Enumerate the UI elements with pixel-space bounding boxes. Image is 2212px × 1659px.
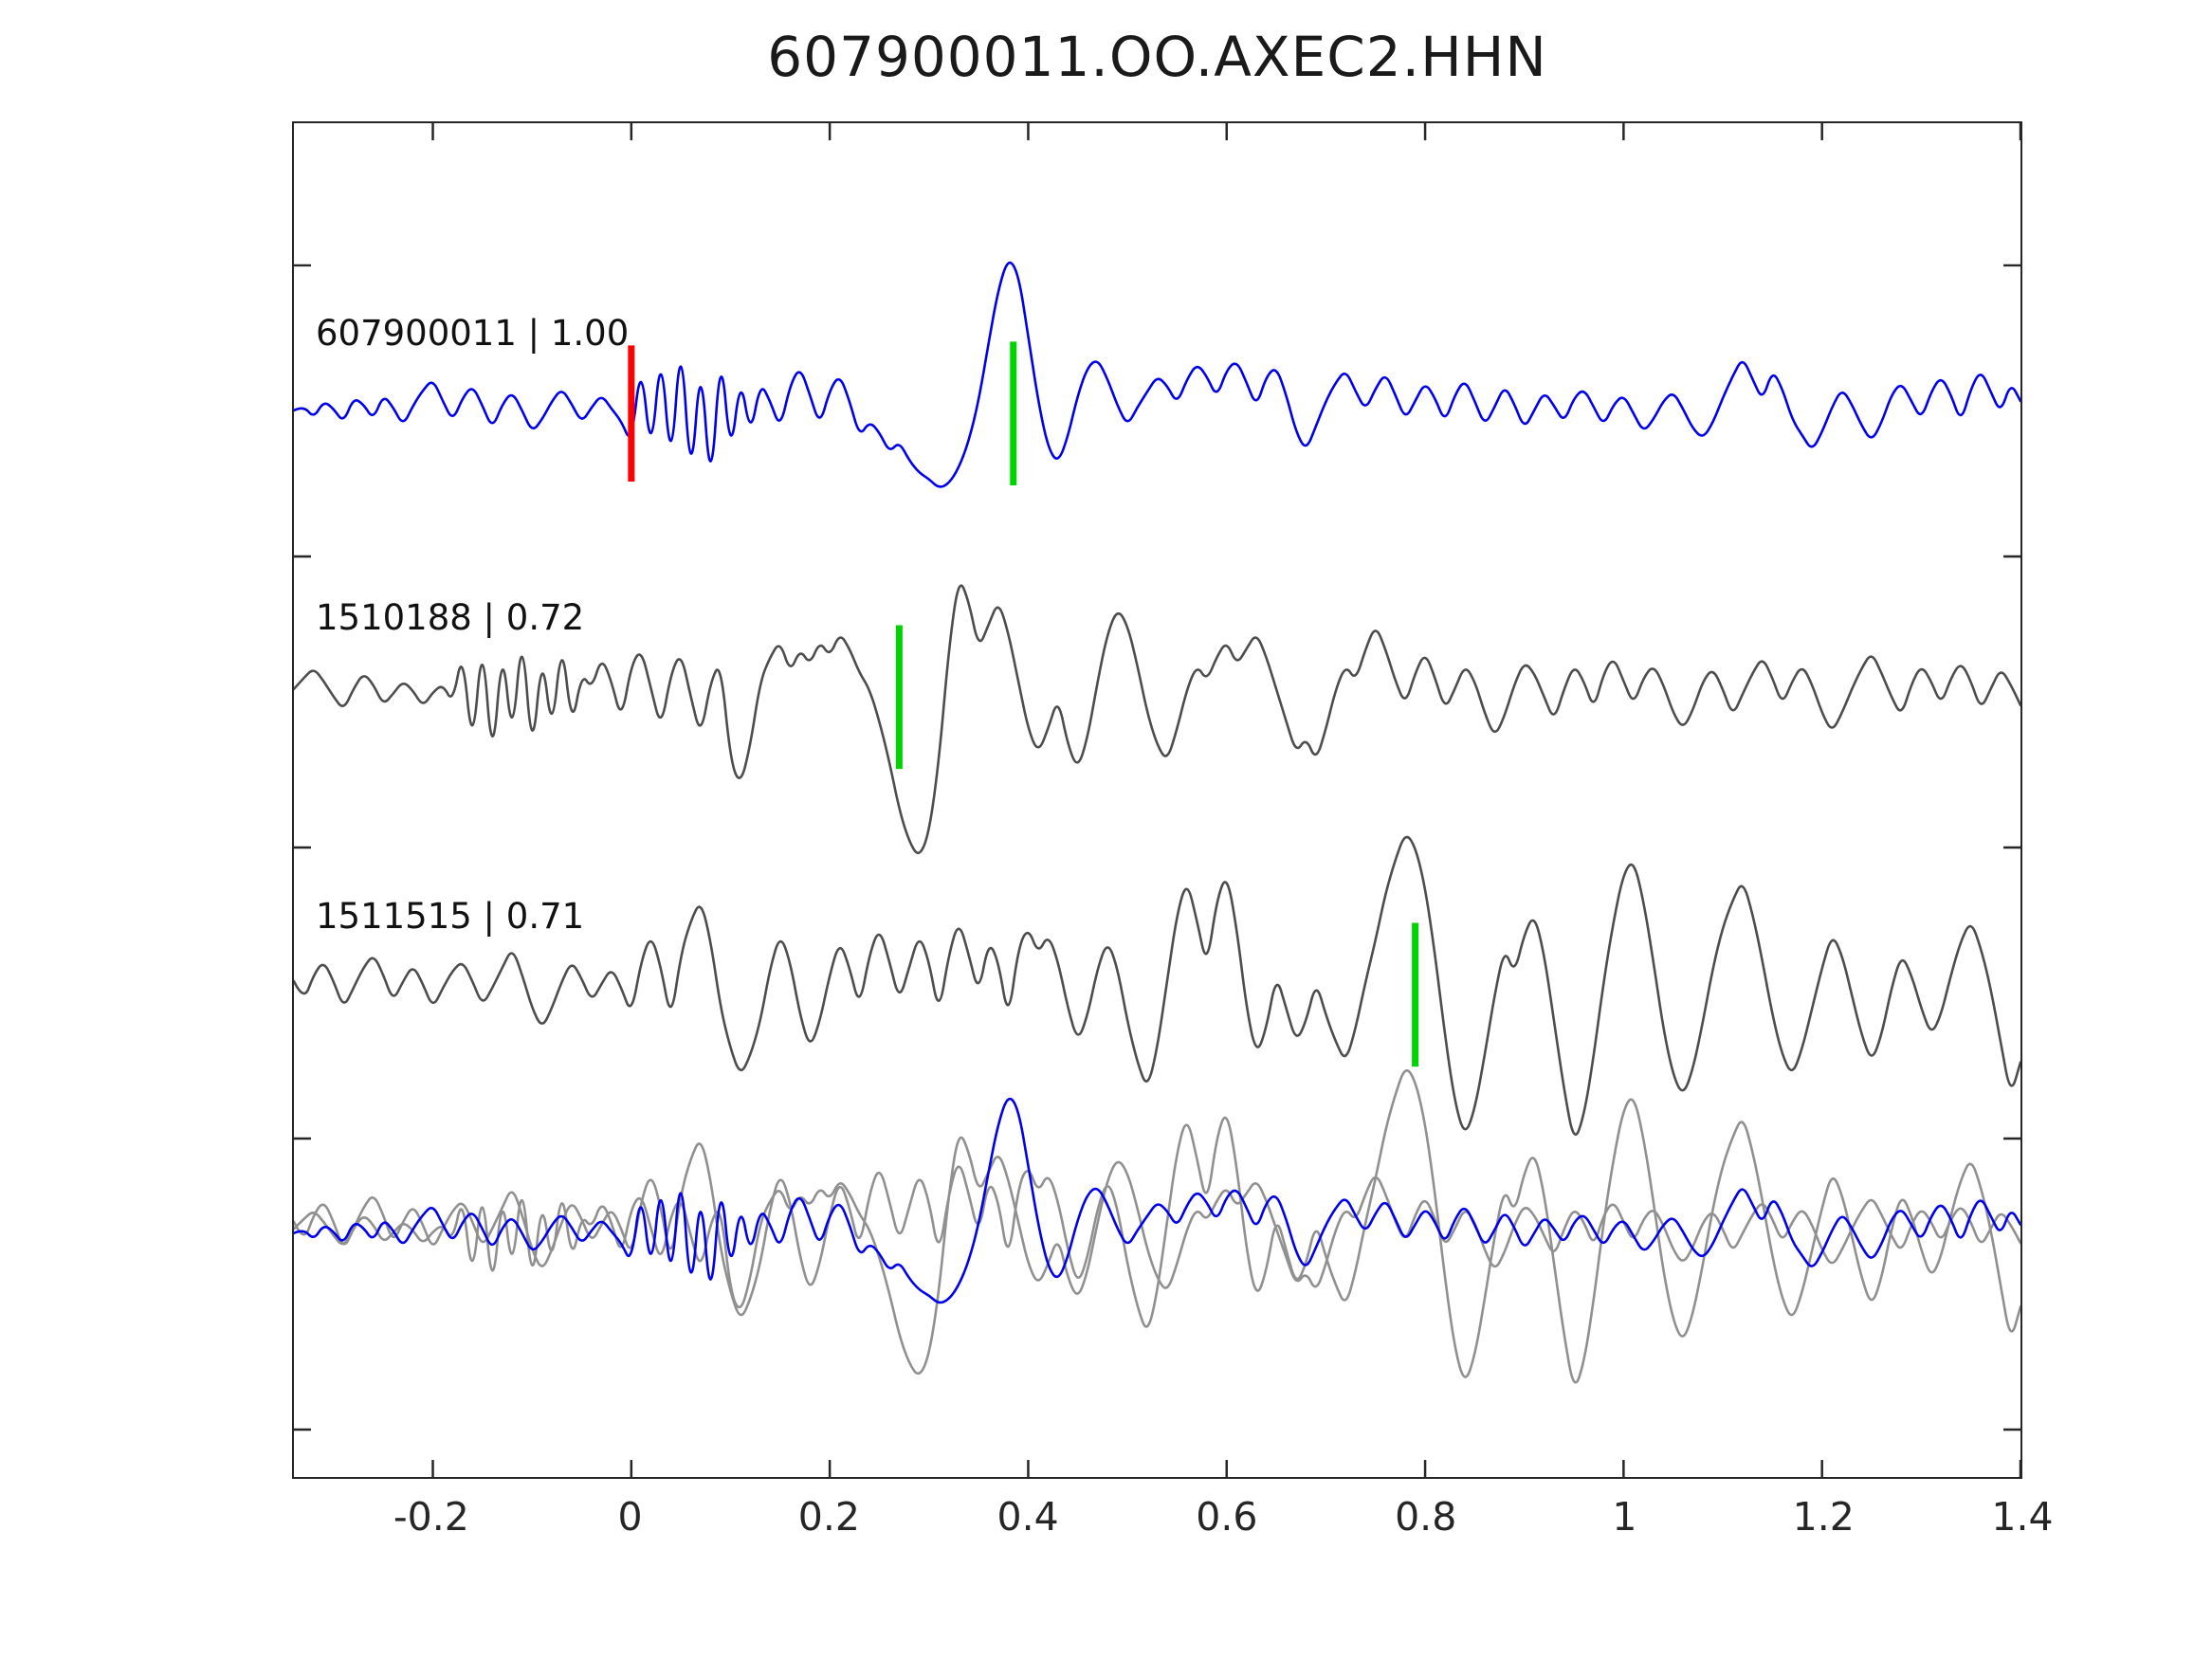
overlay-path-1511515: [294, 1068, 2020, 1384]
x-tick-label-0.4: 0.4: [996, 1494, 1059, 1540]
trace-path-1510188: [294, 584, 2020, 855]
x-tick-label-1: 1: [1612, 1494, 1637, 1540]
x-tick-label-0.6: 0.6: [1196, 1494, 1258, 1540]
x-tick-label-0.8: 0.8: [1395, 1494, 1457, 1540]
trace-label-1511515: 1511515 | 0.71: [316, 895, 585, 937]
trace-label-1510188: 1510188 | 0.72: [316, 597, 585, 639]
trace-path-1511515: [294, 835, 2020, 1136]
x-tick-label-0: 0: [617, 1494, 643, 1540]
x-tick-label--0.2: -0.2: [393, 1494, 469, 1540]
x-tick-label-1.4: 1.4: [1991, 1494, 2054, 1540]
overlay-path-1510188: [294, 1136, 2020, 1376]
plot-box: [292, 121, 2022, 1479]
x-tick-label-1.2: 1.2: [1792, 1494, 1855, 1540]
trace-label-607900011: 607900011 | 1.00: [316, 313, 630, 355]
waveform-plot: [294, 123, 2020, 1477]
overlay-path-607900011: [294, 1097, 2020, 1304]
trace-path-607900011: [294, 261, 2020, 488]
x-tick-label-0.2: 0.2: [797, 1494, 860, 1540]
page-title: 607900011.OO.AXEC2.HHN: [767, 25, 1547, 89]
